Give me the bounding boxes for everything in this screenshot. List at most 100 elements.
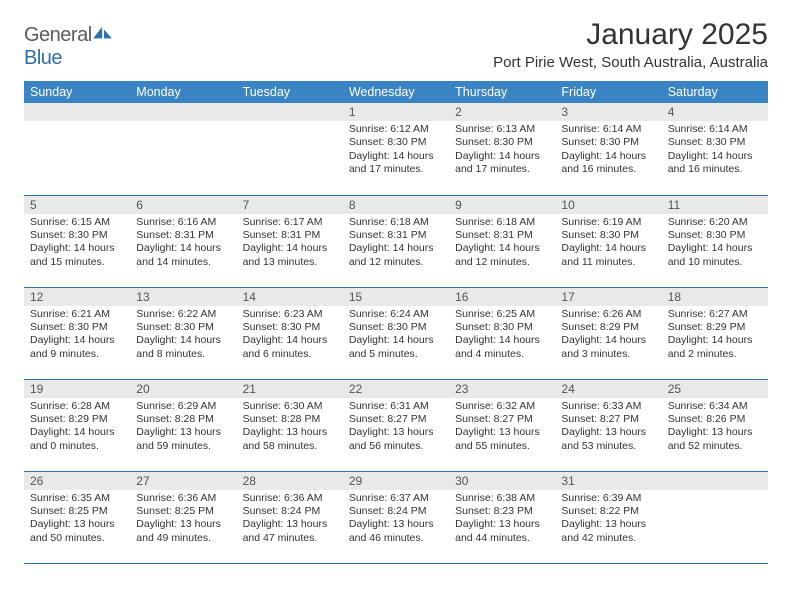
day-details: Sunrise: 6:38 AMSunset: 8:23 PMDaylight:…	[449, 490, 555, 550]
weekday-header: Wednesday	[343, 81, 449, 103]
day-details: Sunrise: 6:22 AMSunset: 8:30 PMDaylight:…	[130, 306, 236, 366]
day-detail-line: Sunset: 8:25 PM	[30, 505, 124, 518]
day-number: 27	[130, 472, 236, 490]
day-detail-line: Sunrise: 6:18 AM	[455, 216, 549, 229]
weekday-header: Monday	[130, 81, 236, 103]
day-details	[237, 121, 343, 181]
calendar-week-row: 12Sunrise: 6:21 AMSunset: 8:30 PMDayligh…	[24, 287, 768, 379]
day-details: Sunrise: 6:26 AMSunset: 8:29 PMDaylight:…	[555, 306, 661, 366]
day-detail-line: Daylight: 14 hours	[455, 334, 549, 347]
day-details: Sunrise: 6:21 AMSunset: 8:30 PMDaylight:…	[24, 306, 130, 366]
day-detail-line: Sunset: 8:31 PM	[136, 229, 230, 242]
calendar-day-cell: 13Sunrise: 6:22 AMSunset: 8:30 PMDayligh…	[130, 287, 236, 379]
weekday-header: Friday	[555, 81, 661, 103]
day-detail-line: Daylight: 14 hours	[30, 242, 124, 255]
day-number: 25	[662, 380, 768, 398]
brand-part1: General	[24, 24, 92, 46]
day-detail-line: Sunset: 8:23 PM	[455, 505, 549, 518]
day-detail-line: and 17 minutes.	[455, 163, 549, 176]
day-detail-line: Sunrise: 6:39 AM	[561, 492, 655, 505]
calendar-day-cell: 15Sunrise: 6:24 AMSunset: 8:30 PMDayligh…	[343, 287, 449, 379]
day-detail-line: Sunrise: 6:30 AM	[243, 400, 337, 413]
day-number: 5	[24, 196, 130, 214]
day-detail-line: Sunset: 8:31 PM	[455, 229, 549, 242]
day-detail-line: Daylight: 14 hours	[455, 242, 549, 255]
day-detail-line: Sunrise: 6:18 AM	[349, 216, 443, 229]
day-details: Sunrise: 6:39 AMSunset: 8:22 PMDaylight:…	[555, 490, 661, 550]
day-detail-line: Sunrise: 6:26 AM	[561, 308, 655, 321]
day-details: Sunrise: 6:17 AMSunset: 8:31 PMDaylight:…	[237, 214, 343, 274]
day-number	[662, 472, 768, 490]
calendar-day-cell	[24, 103, 130, 195]
day-detail-line: and 56 minutes.	[349, 440, 443, 453]
day-detail-line: Sunrise: 6:13 AM	[455, 123, 549, 136]
day-detail-line: and 10 minutes.	[668, 256, 762, 269]
day-detail-line: Sunrise: 6:21 AM	[30, 308, 124, 321]
day-detail-line: and 58 minutes.	[243, 440, 337, 453]
day-detail-line: Sunset: 8:27 PM	[561, 413, 655, 426]
day-details: Sunrise: 6:30 AMSunset: 8:28 PMDaylight:…	[237, 398, 343, 458]
day-detail-line: Daylight: 14 hours	[561, 334, 655, 347]
day-number	[24, 103, 130, 121]
day-number: 12	[24, 288, 130, 306]
day-number: 14	[237, 288, 343, 306]
day-details: Sunrise: 6:29 AMSunset: 8:28 PMDaylight:…	[130, 398, 236, 458]
day-detail-line: Sunrise: 6:34 AM	[668, 400, 762, 413]
day-detail-line: Sunrise: 6:28 AM	[30, 400, 124, 413]
day-number: 2	[449, 103, 555, 121]
calendar-day-cell	[237, 103, 343, 195]
day-detail-line: Daylight: 14 hours	[30, 426, 124, 439]
weekday-header: Thursday	[449, 81, 555, 103]
day-number: 22	[343, 380, 449, 398]
day-detail-line: Sunset: 8:30 PM	[455, 321, 549, 334]
day-detail-line: Sunrise: 6:33 AM	[561, 400, 655, 413]
day-details	[130, 121, 236, 181]
day-detail-line: Sunrise: 6:32 AM	[455, 400, 549, 413]
day-detail-line: and 13 minutes.	[243, 256, 337, 269]
day-details: Sunrise: 6:32 AMSunset: 8:27 PMDaylight:…	[449, 398, 555, 458]
day-details: Sunrise: 6:25 AMSunset: 8:30 PMDaylight:…	[449, 306, 555, 366]
day-detail-line: and 55 minutes.	[455, 440, 549, 453]
day-detail-line: Sunrise: 6:19 AM	[561, 216, 655, 229]
day-detail-line: Sunrise: 6:31 AM	[349, 400, 443, 413]
day-detail-line: and 3 minutes.	[561, 348, 655, 361]
day-detail-line: Sunset: 8:30 PM	[349, 321, 443, 334]
day-details: Sunrise: 6:34 AMSunset: 8:26 PMDaylight:…	[662, 398, 768, 458]
day-detail-line: and 53 minutes.	[561, 440, 655, 453]
calendar-day-cell: 3Sunrise: 6:14 AMSunset: 8:30 PMDaylight…	[555, 103, 661, 195]
day-detail-line: Sunrise: 6:22 AM	[136, 308, 230, 321]
day-detail-line: Daylight: 14 hours	[668, 242, 762, 255]
day-detail-line: and 50 minutes.	[30, 532, 124, 545]
day-details	[24, 121, 130, 181]
calendar-day-cell: 19Sunrise: 6:28 AMSunset: 8:29 PMDayligh…	[24, 379, 130, 471]
day-detail-line: Sunset: 8:30 PM	[561, 229, 655, 242]
day-detail-line: Sunrise: 6:29 AM	[136, 400, 230, 413]
day-details: Sunrise: 6:20 AMSunset: 8:30 PMDaylight:…	[662, 214, 768, 274]
day-detail-line: Daylight: 14 hours	[136, 334, 230, 347]
day-detail-line: and 15 minutes.	[30, 256, 124, 269]
calendar-day-cell: 5Sunrise: 6:15 AMSunset: 8:30 PMDaylight…	[24, 195, 130, 287]
day-detail-line: Sunset: 8:27 PM	[349, 413, 443, 426]
day-detail-line: and 2 minutes.	[668, 348, 762, 361]
month-title: January 2025	[493, 18, 768, 52]
day-detail-line: Daylight: 13 hours	[243, 426, 337, 439]
day-number: 1	[343, 103, 449, 121]
day-detail-line: and 47 minutes.	[243, 532, 337, 545]
weekday-header: Tuesday	[237, 81, 343, 103]
day-details: Sunrise: 6:18 AMSunset: 8:31 PMDaylight:…	[449, 214, 555, 274]
day-detail-line: and 12 minutes.	[455, 256, 549, 269]
day-detail-line: and 0 minutes.	[30, 440, 124, 453]
day-detail-line: Sunset: 8:30 PM	[243, 321, 337, 334]
day-detail-line: Sunrise: 6:12 AM	[349, 123, 443, 136]
day-detail-line: Sunset: 8:24 PM	[243, 505, 337, 518]
day-details: Sunrise: 6:23 AMSunset: 8:30 PMDaylight:…	[237, 306, 343, 366]
calendar-day-cell: 2Sunrise: 6:13 AMSunset: 8:30 PMDaylight…	[449, 103, 555, 195]
day-number: 19	[24, 380, 130, 398]
day-detail-line: Sunset: 8:27 PM	[455, 413, 549, 426]
day-detail-line: and 46 minutes.	[349, 532, 443, 545]
day-number: 7	[237, 196, 343, 214]
day-detail-line: Daylight: 14 hours	[349, 334, 443, 347]
day-details: Sunrise: 6:27 AMSunset: 8:29 PMDaylight:…	[662, 306, 768, 366]
location-subtitle: Port Pirie West, South Australia, Austra…	[493, 54, 768, 71]
day-number: 29	[343, 472, 449, 490]
